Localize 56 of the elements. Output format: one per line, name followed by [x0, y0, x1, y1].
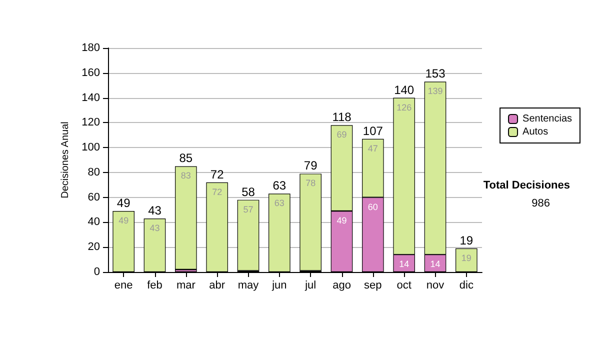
total-label: 49 [116, 196, 131, 210]
y-axis-title: Decisiones Anual [60, 122, 72, 198]
y-tick-label: 140 [82, 92, 100, 104]
y-tick-label: 20 [88, 241, 100, 254]
total-label: 19 [460, 233, 474, 248]
y-tick-label: 80 [88, 166, 100, 178]
legend-label: Sentencias [522, 114, 572, 124]
total-label: 153 [425, 66, 446, 81]
legend-label: Autos [522, 126, 548, 138]
total-label: 72 [210, 167, 224, 182]
data-label: 49 [118, 216, 129, 226]
total-label: 43 [148, 203, 162, 218]
data-label: 47 [368, 143, 378, 154]
x-tick-label: may [238, 280, 260, 292]
data-label: 78 [306, 178, 316, 188]
total-label: 58 [242, 184, 256, 199]
data-label: 139 [428, 86, 443, 96]
total-label: 118 [332, 110, 352, 124]
y-tick-label: 180 [82, 42, 100, 54]
x-tick-label: nov [426, 280, 445, 292]
data-label: 43 [150, 222, 160, 233]
text: Total Decisiones [483, 180, 570, 192]
data-label: 19 [461, 252, 472, 263]
x-tick-label: sep [364, 280, 382, 292]
y-tick-label: 40 [88, 216, 100, 228]
x-tick-label: jun [271, 280, 287, 292]
x-tick-label: ene [114, 280, 133, 292]
bar [175, 166, 197, 270]
data-label: 83 [180, 170, 191, 181]
x-tick-label: ago [332, 280, 351, 292]
data-label: 72 [212, 186, 222, 197]
x-tick-label: oct [396, 280, 412, 292]
y-tick-label: 120 [82, 116, 100, 129]
data-label: 57 [243, 204, 254, 214]
total-label: 85 [179, 151, 193, 166]
y-tick-label: 100 [82, 142, 100, 154]
y-tick-label: 0 [94, 266, 100, 278]
data-label: 63 [274, 198, 284, 208]
data-label: 126 [396, 102, 412, 112]
data-label: 14 [430, 259, 440, 270]
text: 986 [532, 198, 550, 210]
y-tick-label: 60 [88, 191, 100, 204]
x-tick-label: abr [209, 280, 226, 292]
data-label: 49 [336, 216, 347, 226]
total-label: 140 [394, 82, 414, 97]
x-tick-label: dic [459, 280, 474, 292]
y-tick-label: 160 [82, 66, 100, 79]
data-label: 60 [368, 202, 378, 212]
data-label: 69 [336, 130, 347, 140]
x-tick-label: jul [304, 280, 316, 292]
x-tick-label: feb [147, 280, 162, 292]
total-label: 63 [272, 178, 286, 193]
x-tick-label: mar [176, 280, 196, 292]
total-label: 107 [362, 124, 384, 138]
data-label: 14 [399, 259, 410, 270]
total-label: 79 [304, 158, 318, 173]
